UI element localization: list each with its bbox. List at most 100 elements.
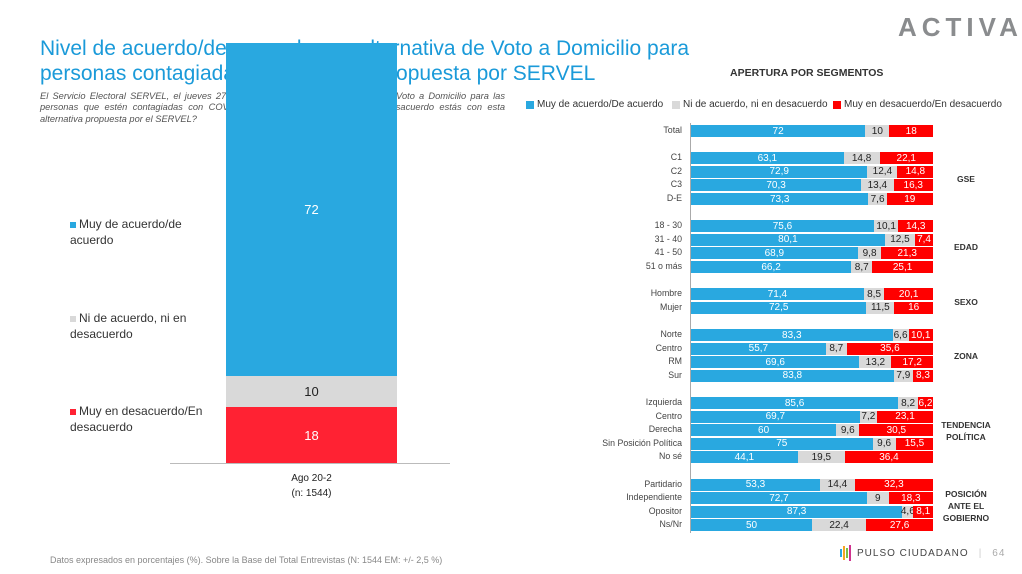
data-label: 7,4 (917, 234, 931, 246)
bar-segment-neutral: 8,7 (851, 261, 873, 273)
legend-label: Muy de acuerdo/De acuerdo (537, 99, 664, 110)
bar-segment-disagree: 25,1 (872, 261, 933, 273)
bar-segment-agree: 55,7 (691, 342, 826, 355)
data-label: 71,4 (767, 288, 788, 300)
row-label: Centro (655, 410, 682, 421)
bar-segment-agree: 69,7 (691, 410, 860, 423)
row-label: 51 o más (645, 261, 682, 271)
bar-segment-agree: 69,6 (691, 356, 860, 369)
bar-segment-neutral: 4,6 (900, 505, 915, 518)
bar-segment-neutral: 9,8 (857, 247, 882, 260)
bar-segment-disagree: 8,1 (913, 505, 933, 518)
bar-segment-neutral: 10 (865, 125, 890, 137)
legend-swatch (70, 316, 76, 322)
data-label: 7,6 (870, 193, 885, 205)
divider: | (978, 547, 983, 559)
legend-label: Muy de acuerdo/de acuerdo (70, 217, 182, 247)
bar-segment-agree: 72,9 (691, 165, 868, 178)
data-label: 18,3 (901, 492, 921, 504)
data-label: 8,2 (901, 397, 916, 409)
bar-segment-agree: 83,3 (691, 329, 893, 341)
bar-segment-neutral: 14,8 (843, 152, 880, 165)
data-label: 75,6 (772, 220, 793, 232)
bar-segment-agree: 85,6 (691, 397, 899, 409)
group-label: ZONA (953, 351, 979, 362)
bar-segment-agree: 83,8 (691, 369, 894, 382)
legend-item-neutral: Ni de acuerdo, ni en desacuerdo (70, 310, 210, 342)
data-label: 32,3 (884, 479, 904, 491)
data-label: 53,3 (745, 479, 766, 491)
legend-swatch (526, 100, 534, 109)
data-label: 14,8 (905, 166, 926, 178)
data-label: 66,2 (761, 261, 781, 273)
data-label: 4,6 (900, 506, 915, 518)
data-label: 10 (304, 384, 319, 399)
row-label: Mujer (660, 301, 682, 312)
bar-segment-neutral: 9 (866, 492, 889, 505)
data-label: 16 (908, 302, 920, 314)
legend-item-agree: Muy de acuerdo/de acuerdo (70, 216, 210, 248)
data-label: 60 (758, 424, 770, 436)
data-label: 9 (875, 492, 881, 504)
data-label: 8,7 (829, 343, 844, 355)
bar-segment-neutral: 11,5 (866, 301, 895, 314)
data-label: 15,5 (904, 438, 925, 450)
bar-segment-neutral: 12,5 (884, 233, 916, 246)
data-label: 13,2 (865, 356, 886, 368)
row-label: Partidario (644, 478, 682, 489)
data-label: 87,3 (786, 506, 807, 518)
bar-segment-neutral: 10 (226, 376, 397, 407)
data-label: 30,5 (886, 424, 907, 436)
data-label: 8,7 (854, 261, 869, 273)
data-label: 11,5 (870, 302, 890, 314)
row-label: C1 (670, 152, 682, 163)
legend-label: Muy en desacuerdo/En desacuerdo (844, 99, 1002, 110)
data-label: 9,6 (877, 438, 892, 450)
bar-segment-disagree: 21,3 (881, 247, 933, 260)
row-label: Derecha (648, 424, 682, 435)
row-label: Sur (668, 369, 682, 380)
data-label: 7,2 (861, 411, 876, 423)
bar-segment-disagree: 20,1 (884, 288, 933, 301)
group-label: GSE (957, 174, 975, 185)
bar-segment-disagree: 18 (889, 125, 933, 137)
legend-item-agree: Muy de acuerdo/De acuerdo (526, 99, 663, 110)
data-label: 83,3 (782, 329, 802, 341)
group-label: SEXO (954, 296, 978, 307)
bar-segment-agree: 87,3 (691, 505, 903, 518)
row-label: 31 - 40 (654, 233, 682, 244)
data-label: 70,3 (766, 179, 786, 191)
data-label: 85,6 (784, 397, 805, 409)
row-label: 41 - 50 (654, 247, 682, 258)
row-label: C2 (670, 165, 682, 176)
row-label: No sé (659, 451, 682, 462)
data-label: 14,3 (905, 220, 926, 232)
data-label: 80,1 (778, 234, 798, 246)
bar-segment-disagree: 10,1 (908, 329, 933, 341)
bar-segment-disagree: 17,2 (891, 356, 933, 369)
bar-segment-neutral: 7,9 (893, 369, 913, 382)
group-label: EDAD (953, 242, 979, 253)
legend-swatch (70, 409, 76, 415)
data-label: 8,3 (915, 370, 930, 382)
data-label: 7,9 (896, 370, 911, 382)
bar-segment-neutral: 12,4 (867, 165, 898, 178)
row-label: C3 (670, 179, 682, 190)
bar-segment-agree: 72,5 (691, 301, 867, 314)
x-tick-label: Ago 20-2 (n: 1544) (226, 471, 397, 501)
bar-segment-neutral: 8,5 (863, 288, 885, 301)
row-label: Hombre (650, 288, 682, 299)
bar-segment-agree: 80,1 (691, 233, 885, 246)
bar-segment-neutral: 13,4 (861, 179, 894, 192)
sample-size-label: (n: 1544) (291, 488, 332, 499)
row-label: Sin Posición Política (602, 437, 682, 448)
data-label: 18 (905, 125, 917, 137)
data-label: 19 (904, 193, 916, 205)
bar-segment-agree: 66,2 (691, 261, 852, 273)
data-label: 25,1 (892, 261, 913, 273)
row-label: 18 - 30 (654, 220, 682, 231)
row-label: Total (663, 125, 682, 135)
bar-segment-disagree: 15,5 (895, 437, 934, 450)
activa-logo: ACTIVA (898, 12, 1022, 42)
